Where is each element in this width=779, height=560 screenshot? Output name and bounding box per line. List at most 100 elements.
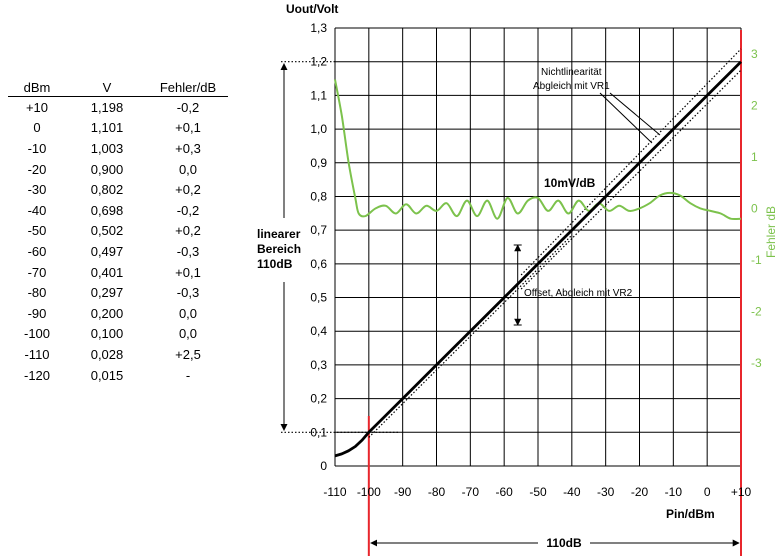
annotation-offset: Offset, Abgleich mit VR2 [524,288,633,299]
cell-volt: 0,028 [90,346,124,362]
y2-tick-label: 0 [751,201,758,215]
cell-error: 0,0 [178,326,198,342]
cell-error: -0,3 [176,285,200,301]
table-row: -120 0,015 - [8,365,228,386]
y-tick-label: 0,4 [310,324,327,338]
table-row: -90 0,200 0,0 [8,303,228,324]
table-row: -20 0,900 0,0 [8,159,228,180]
cell-error: -0,3 [176,243,200,259]
cell-dbm: -90 [27,305,47,321]
x-tick-label: 0 [704,485,711,499]
y-tick-label: 0,9 [310,156,327,170]
header-dbm: dBm [8,78,66,97]
table-row: +10 1,198 -0,2 [8,97,228,118]
y2-tick-label: 3 [751,47,758,61]
y-tick-label: 1,2 [310,55,327,69]
table-row: 0 1,101 +0,1 [8,118,228,139]
table-row: -70 0,401 +0,1 [8,262,228,283]
y-tick-label: 0,5 [310,291,327,305]
x-axis-title: Pin/dBm [666,507,715,521]
cell-dbm: -120 [23,367,51,383]
cell-error: 0,0 [178,161,198,177]
y-axis-title: Uout/Volt [286,2,338,16]
table-row: -40 0,698 -0,2 [8,200,228,221]
table-row: -100 0,100 0,0 [8,324,228,345]
x-tick-label: -70 [462,485,480,499]
cell-volt: 0,802 [90,182,124,198]
cell-volt: 1,003 [90,140,124,156]
table-row: -60 0,497 -0,3 [8,241,228,262]
cell-dbm: -40 [27,202,47,218]
x-tick-label: -60 [495,485,513,499]
series-layer [334,48,742,458]
header-error: Fehler/dB [148,78,228,97]
x-tick-label: -20 [631,485,649,499]
ticks: -110 -100 -90 -80 -70 -60 -50 -40 -30 -20 -10 0 +100… [286,2,778,521]
cell-error: +2,5 [175,346,201,362]
cell-dbm: -60 [27,243,47,259]
y2-tick-label: 2 [751,98,758,112]
cell-error: +0,3 [175,140,201,156]
cell-volt: 0,698 [90,202,124,218]
header-volt: V [66,78,148,97]
y-tick-label: 0,8 [310,189,327,203]
cell-dbm: -20 [27,161,47,177]
cell-error: 0,0 [178,305,198,321]
y-tick-label: 0 [320,459,327,473]
table-row: -30 0,802 +0,2 [8,179,228,200]
cell-dbm: -80 [27,285,47,301]
cell-dbm: 0 [33,120,41,136]
x-tick-label: -10 [665,485,683,499]
x-tick-label: -110 [323,485,346,499]
series-nonlin-lower [520,69,742,290]
cell-volt: 0,297 [90,285,124,301]
annotation-range-3: 110dB [257,257,293,271]
cell-dbm: -110 [24,346,50,362]
cell-volt: 0,100 [90,326,124,342]
cell-volt: 0,502 [90,223,124,239]
grid [334,27,742,556]
cell-dbm: +10 [25,99,49,115]
cell-volt: 0,015 [90,367,124,383]
y-tick-label: 0,6 [310,257,327,271]
y2-tick-label: 1 [751,150,758,164]
annotations: Nichtlinearität Abgleich mit VR1 10mV/dB Of… [257,61,740,550]
leader-nonlin-2 [599,92,653,144]
table-row: -110 0,028 +2,5 [8,344,228,365]
x-tick-label: -30 [597,485,615,499]
y2-tick-label: -3 [751,356,762,370]
y-tick-label: 1,1 [310,88,327,102]
cell-dbm: -30 [27,182,47,198]
cell-volt: 0,200 [90,305,124,321]
y-tick-label: 0,2 [310,392,327,406]
table-row: -50 0,502 +0,2 [8,221,228,242]
annotation-range-2: Bereich [257,242,301,256]
x-tick-label: -50 [529,485,547,499]
table-grid: dBm V Fehler/dB +10 1,198 -0,2 0 1,101 +0,1 -1… [8,78,228,385]
cell-volt: 0,401 [90,264,124,280]
calibration-table: dBm V Fehler/dB +10 1,198 -0,2 0 1,101 +0,1 -1… [8,78,243,385]
x-tick-label: -80 [428,485,446,499]
y-tick-label: 0,1 [310,425,327,439]
series-error [334,79,742,221]
cell-volt: 1,198 [90,99,124,115]
cell-error: +0,1 [175,120,201,136]
cell-error: +0,2 [175,182,201,198]
leader-nonlin-1 [609,92,661,136]
series-nonlin-upper [520,48,742,276]
cell-dbm: -50 [27,223,47,239]
annotation-nonlin-2: Abgleich mit VR1 [533,81,610,92]
cell-error: +0,1 [175,264,201,280]
cell-volt: 0,497 [90,243,124,259]
cell-error: -0,2 [176,202,200,218]
x-tick-label: -40 [563,485,581,499]
cell-dbm: -100 [23,326,51,342]
cell-error: +0,2 [175,223,201,239]
y-tick-label: 0,3 [310,358,327,372]
annotation-slope: 10mV/dB [544,176,596,190]
span-label-bg [538,534,590,550]
x-tick-label: -100 [357,485,381,499]
y2-tick-label: -1 [751,253,762,267]
table-row: -80 0,297 -0,3 [8,282,228,303]
